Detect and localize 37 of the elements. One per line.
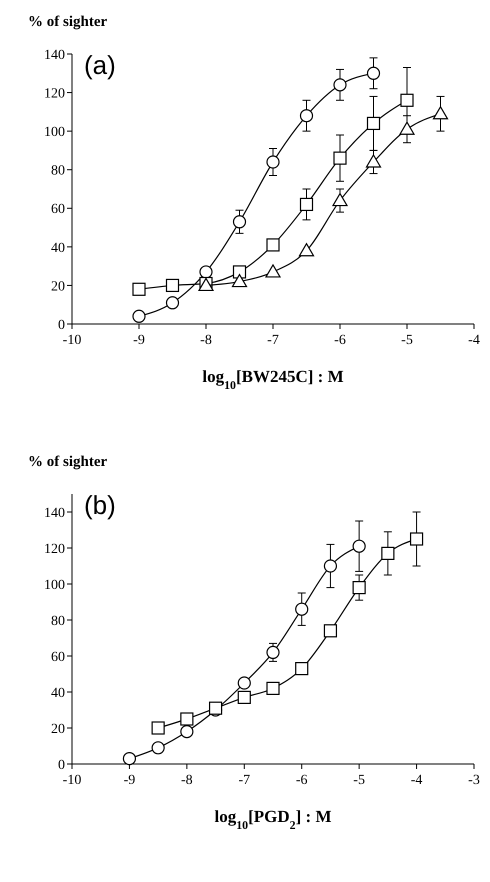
x-tick-label: -8 bbox=[200, 333, 212, 348]
x-tick-label: -7 bbox=[238, 773, 250, 788]
y-tick-label: 80 bbox=[51, 614, 65, 629]
x-tick-label: -5 bbox=[401, 333, 413, 348]
x-axis-title: log$_{10}$[PGD$_{2}$] : M bbox=[214, 807, 332, 832]
x-tick-label: -6 bbox=[296, 773, 308, 788]
y-tick-label: 140 bbox=[44, 48, 65, 63]
x-axis-title: log$_{10}$[BW245C] : M bbox=[202, 367, 344, 392]
x-tick-label: -10 bbox=[62, 333, 82, 348]
y-axis-title: % of sighter bbox=[28, 454, 108, 470]
y-tick-label: 40 bbox=[51, 686, 65, 701]
x-tick-label: -4 bbox=[468, 333, 480, 348]
y-tick-label: 0 bbox=[58, 318, 65, 333]
x-tick-label: -9 bbox=[133, 333, 145, 348]
x-tick-label: -9 bbox=[124, 773, 136, 788]
x-tick-label: -6 bbox=[334, 333, 346, 348]
x-tick-label: -4 bbox=[410, 773, 422, 788]
y-tick-label: 40 bbox=[51, 240, 65, 256]
y-tick-label: 140 bbox=[44, 506, 65, 521]
y-axis-title: % of sighter bbox=[28, 14, 108, 30]
y-tick-label: 80 bbox=[51, 164, 65, 179]
y-tick-label: 100 bbox=[44, 578, 65, 593]
y-tick-label: 20 bbox=[51, 279, 65, 294]
x-tick-label: -3 bbox=[468, 773, 480, 788]
y-tick-label: 0 bbox=[58, 758, 65, 773]
y-tick-label: 100 bbox=[44, 125, 65, 140]
x-tick-label: -8 bbox=[181, 773, 193, 788]
y-tick-label: 20 bbox=[51, 722, 65, 737]
y-tick-label: 60 bbox=[51, 650, 65, 665]
y-tick-label: 120 bbox=[44, 86, 65, 102]
x-tick-label: -10 bbox=[62, 773, 82, 788]
x-tick-label: -5 bbox=[353, 773, 365, 788]
chart-title: (a) bbox=[84, 50, 116, 80]
x-tick-label: -7 bbox=[267, 333, 279, 348]
chart-title: (b) bbox=[84, 490, 116, 520]
y-tick-label: 60 bbox=[51, 202, 65, 218]
y-tick-label: 120 bbox=[44, 542, 65, 557]
